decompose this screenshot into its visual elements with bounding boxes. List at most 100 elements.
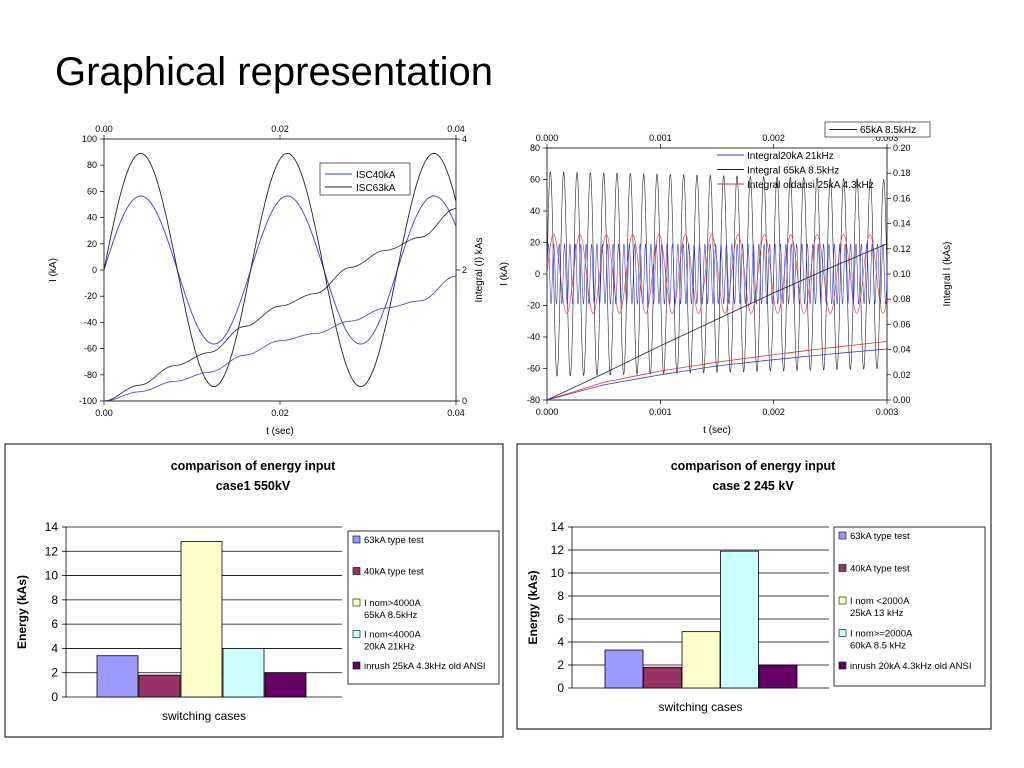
bar-3 — [180, 541, 223, 698]
x-top-tick-label: 0.001 — [649, 133, 672, 143]
legend-swatch — [352, 598, 361, 607]
x-tick-label: 0.000 — [536, 407, 559, 417]
series-line-ISC40kA — [103, 195, 457, 345]
y-tick-label: 2 — [557, 658, 564, 672]
y2-tick-label: 0.08 — [893, 294, 911, 304]
y-tick-label: 40 — [530, 206, 540, 216]
y-tick-label: 14 — [551, 520, 565, 534]
x-tick-label: 0.002 — [762, 407, 785, 417]
y-tick-label: 10 — [45, 569, 59, 583]
legend-label: I nom>4000A — [364, 598, 421, 609]
chart-inrush-waveforms: 0.0000.0000.0010.0010.0020.0020.0030.003… — [499, 121, 953, 436]
integral-line-65kA — [547, 243, 887, 400]
legend-label: inrush 20kA 4.3kHz old ANSI — [850, 661, 971, 672]
legend: 63kA type test 40kA type test I nom>4000A6… — [347, 530, 500, 685]
x-axis-label: t (sec) — [266, 426, 294, 437]
bar-2 — [643, 666, 682, 689]
y2-tick-label: 0.10 — [893, 269, 911, 279]
x-tick-label: 0.003 — [876, 407, 899, 417]
legend-label-2: 60kA 8.5 kHz — [850, 641, 906, 652]
chart-energy-case1: comparison of energy input case1 550kV 0 2 4… — [4, 443, 504, 738]
x-tick-label: 0.00 — [95, 408, 113, 418]
y-tick-label: 12 — [551, 543, 565, 557]
y2-tick-label: 0.18 — [893, 168, 911, 178]
y-tick-label: 40 — [87, 213, 97, 223]
y-tick-label: 4 — [51, 641, 58, 655]
x-axis-label: t (sec) — [703, 425, 731, 436]
y-tick-label: -40 — [84, 317, 97, 327]
bar-4 — [222, 648, 265, 698]
legend-label-2: 65kA 8.5kHz — [364, 610, 418, 621]
y2-tick-label: 0.04 — [893, 345, 911, 355]
series-line-65kA — [547, 171, 887, 377]
legend-swatch — [352, 661, 361, 670]
legend-box — [347, 530, 500, 685]
bar-5 — [758, 664, 798, 689]
y2-tick-label: 0 — [462, 396, 467, 406]
x-top-tick-label: 0.04 — [447, 124, 465, 134]
y-tick-label: 60 — [87, 186, 97, 196]
y2-tick-label: 0.02 — [893, 370, 911, 380]
y2-tick-label: 2 — [462, 265, 467, 275]
y2-tick-label: 0.06 — [893, 319, 911, 329]
y-tick-label: 4 — [557, 635, 564, 649]
y2-tick-label: 0.12 — [893, 244, 911, 254]
y-tick-label: 14 — [45, 520, 59, 534]
legend-swatch — [838, 564, 847, 572]
legend-swatch — [838, 661, 847, 670]
y-tick-label: 20 — [87, 239, 97, 249]
legend-label: Integral20kA 21kHz — [747, 151, 834, 162]
y-tick-label: 10 — [551, 566, 565, 580]
legend: Integral20kA 21kHz Integral 65kA 8.5kHz In… — [717, 151, 874, 191]
y-tick-label: 80 — [530, 143, 540, 153]
integral-line-20kA — [547, 348, 887, 400]
chart-subtitle: case1 550kV — [216, 479, 291, 493]
y-tick-label: -40 — [527, 332, 540, 342]
legend-swatch — [838, 531, 847, 540]
legend-label: Integral 65kA 8.5kHz — [747, 166, 839, 177]
y-tick-label: 8 — [557, 589, 564, 603]
legend-label: 63kA type test — [364, 535, 424, 546]
legend-label: ISC40kA — [356, 170, 396, 181]
y2-tick-label: 0.16 — [893, 193, 911, 203]
legend-top-box — [824, 121, 931, 138]
bar-4 — [720, 550, 759, 689]
legend-label: Integral oldansi 25kA 4.3kHz — [747, 180, 874, 191]
y-tick-label: -60 — [527, 364, 540, 374]
y2-tick-label: 0.00 — [893, 395, 911, 405]
bar-5 — [264, 672, 307, 698]
x-axis-label: switching cases — [162, 709, 246, 723]
legend-label: ISC63kA — [356, 183, 396, 194]
legend: ISC40kA ISC63kA — [319, 162, 411, 196]
y2-tick-label: 0.20 — [893, 143, 911, 153]
legend-label: I nom <2000A — [850, 596, 910, 607]
y-axis-label: I (kA) — [499, 262, 510, 286]
legend-swatch — [838, 629, 847, 637]
legend-label: inrush 25kA 4.3kHz old ANSI — [364, 661, 485, 672]
legend-label: I nom<4000A — [364, 630, 421, 641]
legend: 63kA type test 40kA type test I nom <2000A… — [833, 526, 986, 687]
y-tick-label: 20 — [530, 238, 540, 248]
y2-axis-label: Integral I (kAs) — [942, 241, 953, 306]
x-top-tick-label: 0.00 — [95, 124, 113, 134]
x-top-tick-label: 0.000 — [536, 133, 559, 143]
y-tick-label: -80 — [527, 395, 540, 405]
chart-title: comparison of energy input — [171, 459, 336, 473]
x-top-tick-label: 0.002 — [762, 133, 785, 143]
integral-line-25kA — [547, 341, 887, 400]
y-tick-label: 100 — [82, 134, 97, 144]
y-tick-label: -80 — [84, 370, 97, 380]
y-tick-label: -20 — [84, 291, 97, 301]
bar-2 — [138, 674, 181, 698]
x-tick-label: 0.02 — [271, 408, 289, 418]
legend-label: I nom>=2000A — [850, 629, 913, 640]
integral-line — [103, 208, 457, 402]
y-axis-label: I (kA) — [48, 258, 59, 282]
legend-swatch — [838, 596, 847, 605]
y-tick-label: 2 — [51, 666, 58, 680]
legend-label-2: 20kA 21kHz — [364, 642, 415, 653]
x-tick-label: 0.001 — [649, 407, 672, 417]
y-axis-label: Energy (kAs) — [15, 575, 29, 649]
y-tick-label: 0 — [92, 265, 97, 275]
series-line-20kA — [547, 243, 887, 305]
